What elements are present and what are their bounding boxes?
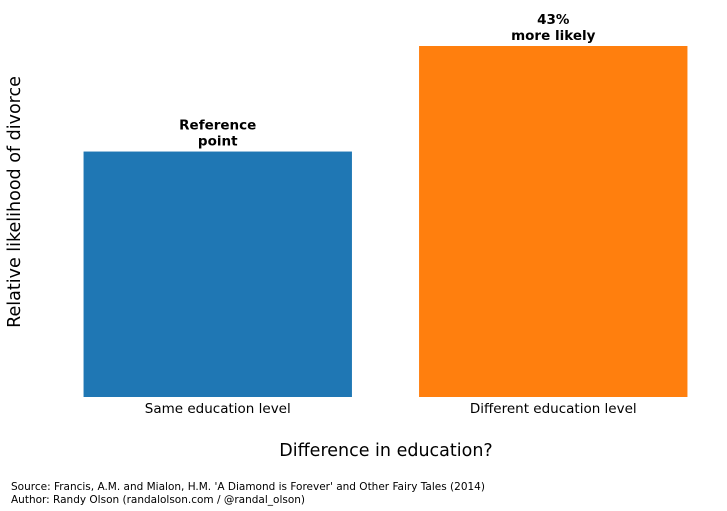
y-axis-label: Relative likelihood of divorce [5,76,25,328]
x-tick-label-0: Same education level [145,401,291,417]
bar-0 [83,151,352,397]
x-tick-labels: Same education level Different education … [145,401,637,417]
author-text: Author: Randy Olson (randalolson.com / @… [11,494,305,506]
bar-label-1-line-1: more likely [511,28,596,44]
x-axis-label: Difference in education? [279,441,492,461]
bar-label-0-line-1: point [198,134,238,150]
x-tick-label-1: Different education level [470,401,637,417]
bar-label-1-line-0: 43% [537,12,570,28]
bars-layer [83,46,688,397]
source-text: Source: Francis, A.M. and Mialon, H.M. '… [11,481,485,493]
bar-1 [419,46,688,397]
bar-label-0-line-0: Reference [179,118,256,134]
